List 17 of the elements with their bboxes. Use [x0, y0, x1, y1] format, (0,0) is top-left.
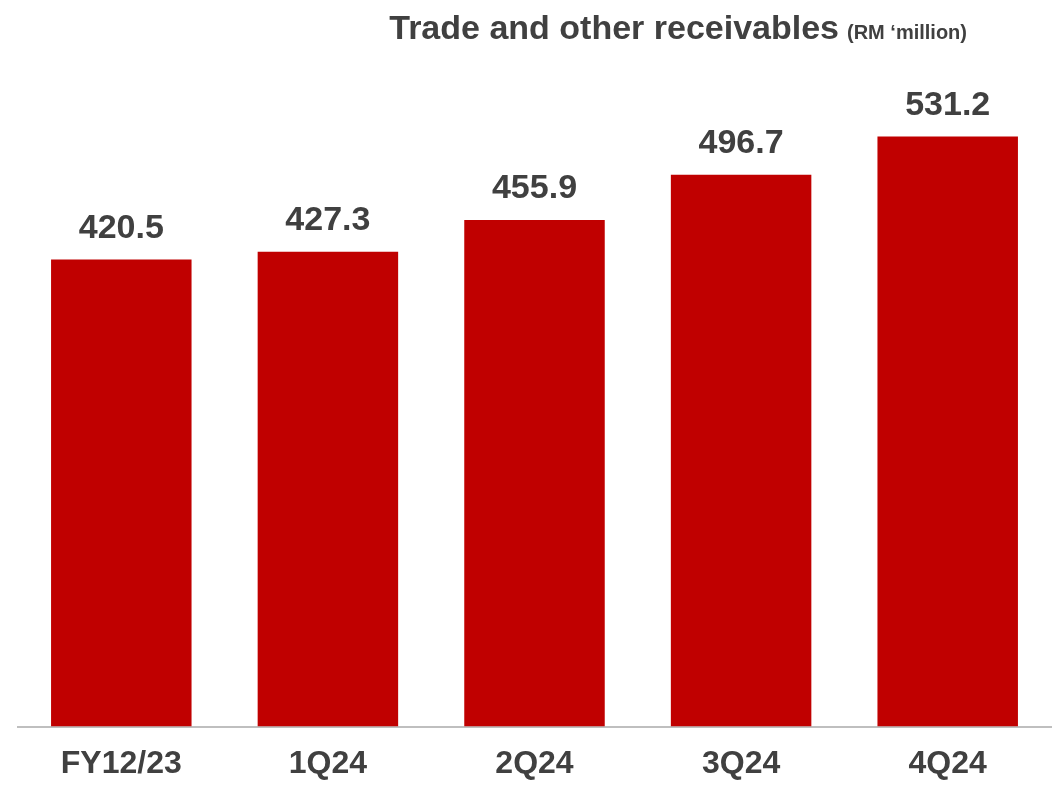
x-tick-label: FY12/23	[60, 743, 182, 780]
bar	[464, 220, 605, 727]
data-label: 427.3	[285, 199, 371, 238]
data-label: 496.7	[698, 122, 784, 161]
data-label: 531.2	[905, 83, 991, 122]
chart-title: Trade and other receivables	[389, 8, 840, 46]
bar	[257, 251, 399, 727]
x-tick-label: 1Q24	[288, 743, 368, 780]
data-label: 455.9	[491, 167, 578, 206]
bar	[877, 136, 1018, 727]
chart-subtitle: (RM ‘million)	[847, 21, 967, 43]
x-tick-label: 2Q24	[495, 743, 574, 780]
bar	[51, 259, 192, 727]
data-label: 420.5	[78, 206, 164, 245]
x-tick-label: 3Q24	[701, 743, 781, 780]
x-tick-label: 4Q24	[908, 743, 988, 780]
bar	[670, 174, 812, 727]
